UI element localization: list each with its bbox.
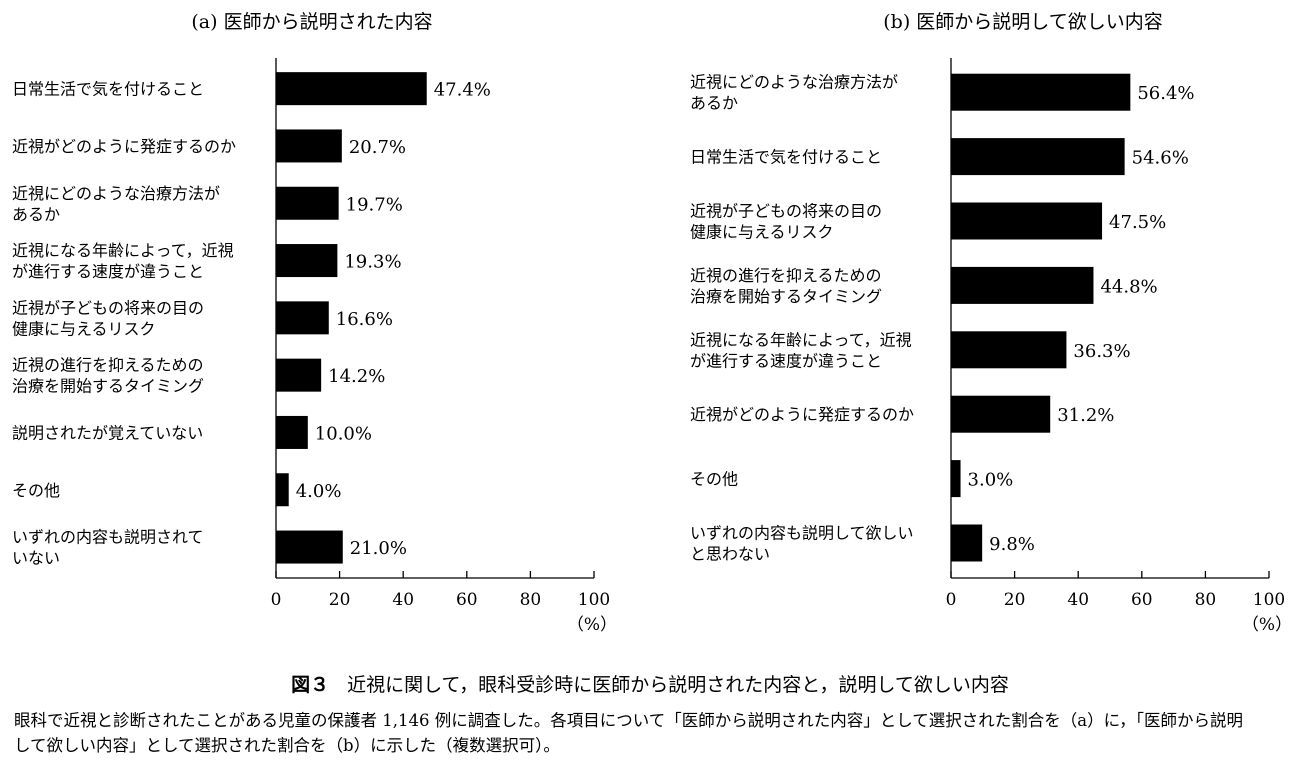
b-category-label-1-line-1: 近視にどのような治療方法が (690, 73, 898, 92)
b-bar-1 (951, 73, 1131, 111)
b-category-label-4-line-1: 近視の進行を抑えるための (690, 266, 882, 285)
b-category-label-6: 近視がどのように発症するのか (690, 405, 914, 424)
b-value-label-3: 47.5% (1109, 212, 1166, 233)
a-bar-7 (276, 415, 308, 449)
panel-a-chart: (a) 医師から説明された内容 47.4% 日常生活で気を付けること 20.7% 近視が… (12, 11, 617, 635)
a-category-label-7: 説明されたが覚えていない (12, 423, 203, 442)
b-value-label-2: 54.6% (1132, 148, 1189, 169)
b-x-tick-label-20: 20 (1004, 590, 1026, 610)
a-category-label-3-line-1: 近視にどのような治療方法が (12, 184, 220, 203)
a-value-label-9: 21.0% (350, 538, 407, 559)
a-bar-5 (276, 301, 329, 335)
figure-number: 図３ (291, 674, 330, 696)
b-category-label-4-line-2: 治療を開始するタイミング (690, 287, 882, 306)
b-bar-3 (951, 202, 1103, 240)
a-x-unit-label: （%） (567, 615, 617, 635)
b-category-label-2: 日常生活で気を付けること (690, 148, 882, 167)
figure-note: 眼科で近視と診断されたことがある児童の保護者 1,146 例に調査した。各項目に… (14, 711, 1243, 755)
b-category-label-8-line-2: と思わない (690, 545, 770, 564)
a-category-label-9-line-1: いずれの内容も説明されて (12, 528, 204, 547)
b-x-tick-label-60: 60 (1131, 590, 1153, 610)
b-category-label-1-line-2: あるか (690, 94, 738, 113)
a-x-tick-label-100: 100 (578, 590, 610, 610)
a-x-tick-label-20: 20 (329, 590, 351, 610)
b-bar-4 (951, 266, 1094, 304)
a-x-tick-label-60: 60 (456, 590, 478, 610)
a-bar-4 (276, 244, 338, 278)
a-category-label-6-line-2: 治療を開始するタイミング (12, 377, 204, 396)
b-value-label-7: 3.0% (968, 470, 1014, 491)
a-category-label-5-line-2: 健康に与えるリスク (12, 319, 156, 338)
b-bar-7 (951, 460, 961, 498)
b-bar-8 (951, 524, 983, 562)
b-x-tick-label-100: 100 (1253, 590, 1285, 610)
b-x-tick-label-80: 80 (1195, 590, 1217, 610)
b-value-label-4: 44.8% (1100, 276, 1157, 297)
b-bar-2 (951, 138, 1125, 176)
a-value-label-3: 19.7% (346, 194, 403, 215)
a-chart-title: (a) 医師から説明された内容 (191, 11, 432, 33)
a-value-label-6: 14.2% (328, 366, 385, 387)
a-value-label-8: 4.0% (296, 481, 342, 502)
b-x-unit-label: （%） (1242, 615, 1292, 635)
b-value-label-6: 31.2% (1057, 405, 1114, 426)
a-category-label-5-line-1: 近視が子どもの将来の目の (12, 298, 204, 317)
b-category-label-3-line-2: 健康に与えるリスク (690, 223, 834, 242)
a-x-tick-label-0: 0 (271, 590, 282, 610)
a-category-label-2: 近視がどのように発症するのか (12, 137, 236, 156)
b-category-label-5-line-2: が進行する速度が違うこと (690, 351, 882, 370)
a-x-tick-label-80: 80 (520, 590, 542, 610)
a-bar-1 (276, 72, 427, 106)
b-category-label-8-line-1: いずれの内容も説明して欲しい (690, 524, 914, 543)
b-value-label-1: 56.4% (1137, 83, 1194, 104)
a-category-label-9-line-2: いない (12, 549, 60, 568)
b-value-label-8: 9.8% (989, 534, 1035, 555)
a-bar-6 (276, 358, 322, 392)
a-category-label-4-line-2: が進行する速度が違うこと (12, 262, 204, 281)
b-category-label-7: その他 (690, 470, 738, 489)
a-x-tick-label-40: 40 (392, 590, 414, 610)
a-bar-8 (276, 473, 289, 507)
a-category-label-8: その他 (12, 481, 60, 500)
b-value-label-5: 36.3% (1073, 341, 1130, 362)
b-category-label-3-line-1: 近視が子どもの将来の目の (690, 202, 882, 221)
b-x-tick-label-40: 40 (1067, 590, 1089, 610)
a-category-label-3-line-2: あるか (12, 205, 60, 224)
a-value-label-4: 19.3% (344, 252, 401, 273)
a-bar-2 (276, 129, 342, 163)
b-x-tick-label-0: 0 (946, 590, 957, 610)
a-value-label-1: 47.4% (434, 80, 491, 101)
b-bar-6 (951, 395, 1051, 433)
a-value-label-7: 10.0% (315, 423, 372, 444)
a-value-label-5: 16.6% (336, 309, 393, 330)
a-bar-3 (276, 186, 339, 220)
a-category-label-1: 日常生活で気を付けること (12, 80, 204, 99)
figure-caption: 図３ 近視に関して，眼科受診時に医師から説明された内容と，説明して欲しい内容 (0, 670, 1300, 697)
figure-caption-text: 近視に関して，眼科受診時に医師から説明された内容と，説明して欲しい内容 (347, 674, 1009, 696)
a-bar-9 (276, 530, 343, 564)
b-chart-title: (b) 医師から説明して欲しい内容 (883, 11, 1162, 33)
b-bar-5 (951, 331, 1067, 369)
a-value-label-2: 20.7% (349, 137, 406, 158)
b-category-label-5-line-1: 近視になる年齢によって，近視 (690, 330, 912, 349)
a-category-label-6-line-1: 近視の進行を抑えるための (12, 356, 204, 375)
a-category-label-4-line-1: 近視になる年齢によって，近視 (12, 241, 234, 260)
